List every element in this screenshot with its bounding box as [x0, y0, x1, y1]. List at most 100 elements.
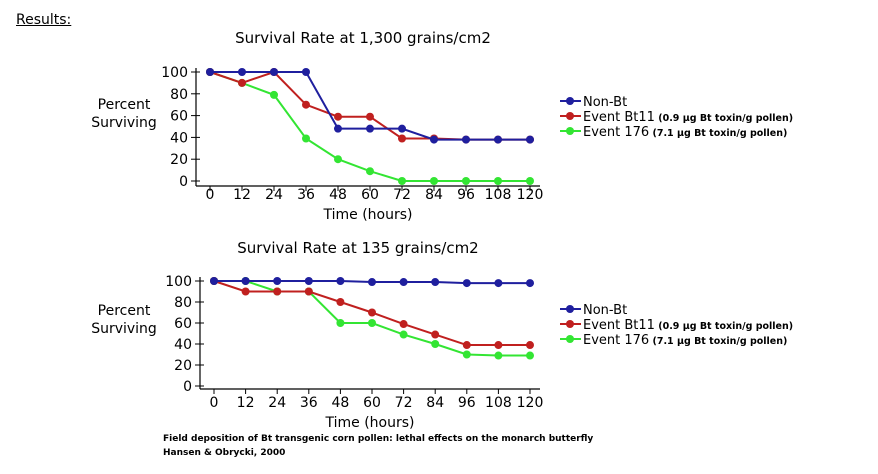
x-tick-label: 0 — [206, 187, 215, 203]
data-point-non-bt — [336, 277, 345, 285]
legend-marker-event-bt11 — [566, 112, 574, 120]
data-point-non-bt — [494, 135, 502, 144]
data-point-event-176 — [494, 351, 503, 360]
legend-marker-event-176 — [566, 127, 574, 135]
data-point-event-bt11 — [399, 320, 408, 329]
data-point-non-bt — [398, 124, 406, 133]
y-tick-label: 0 — [183, 379, 192, 395]
x-tick-label: 36 — [300, 395, 318, 411]
chart-title: Survival Rate at 135 grains/cm2 — [237, 239, 478, 257]
citation-authors: Hansen & Obrycki, 2000 — [163, 448, 286, 458]
data-point-event-176 — [526, 351, 534, 360]
data-point-event-176 — [366, 167, 374, 176]
x-tick-label: 60 — [361, 187, 379, 203]
y-tick-label: 20 — [174, 358, 192, 374]
results-heading: Results: — [16, 12, 72, 28]
data-point-event-bt11 — [304, 287, 313, 296]
x-tick-label: 72 — [395, 395, 413, 411]
data-point-non-bt — [462, 135, 470, 144]
data-point-event-176 — [462, 350, 471, 359]
x-tick-label: 108 — [485, 187, 512, 203]
y-axis-label: Percent Surviving — [91, 97, 157, 131]
x-tick-label: 72 — [393, 187, 411, 203]
x-tick-label: 48 — [331, 395, 349, 411]
x-tick-label: 120 — [517, 187, 544, 203]
data-point-non-bt — [334, 124, 342, 133]
legend-label-non-bt: Non-Bt — [583, 95, 627, 110]
chart-title: Survival Rate at 1,300 grains/cm2 — [235, 29, 491, 47]
data-point-event-176 — [334, 155, 342, 164]
legend-marker-non-bt — [566, 97, 574, 105]
legend-marker-event-176 — [566, 335, 574, 343]
data-point-event-176 — [270, 90, 278, 99]
data-point-event-176 — [431, 340, 440, 348]
data-point-event-176 — [368, 319, 376, 327]
data-point-event-bt11 — [241, 287, 250, 296]
x-tick-label: 84 — [425, 187, 443, 203]
data-point-event-bt11 — [302, 100, 310, 109]
x-tick-label: 96 — [457, 187, 475, 203]
data-point-non-bt — [526, 135, 534, 144]
legend-marker-event-bt11 — [566, 320, 574, 328]
y-tick-label: 100 — [165, 274, 192, 290]
y-tick-label: 100 — [161, 65, 188, 81]
data-point-non-bt — [399, 278, 408, 287]
data-point-event-176 — [462, 177, 470, 185]
data-point-non-bt — [368, 278, 376, 287]
x-axis-label: Time (hours) — [323, 207, 413, 223]
data-point-non-bt — [210, 277, 218, 285]
y-tick-label: 40 — [170, 130, 188, 146]
y-axis-label: Percent Surviving — [91, 303, 157, 337]
data-point-event-bt11 — [334, 112, 342, 121]
legend-label-event-176: Event 176 (7.1 µg Bt toxin/g pollen) — [583, 333, 787, 348]
data-point-event-bt11 — [526, 341, 534, 350]
y-tick-label: 80 — [170, 87, 188, 103]
legend-label-non-bt: Non-Bt — [583, 303, 627, 318]
y-tick-label: 0 — [179, 174, 188, 190]
legend-marker-non-bt — [566, 305, 574, 313]
data-point-non-bt — [366, 124, 374, 133]
data-point-non-bt — [431, 278, 440, 287]
data-point-non-bt — [270, 68, 278, 76]
x-tick-label: 48 — [329, 187, 347, 203]
data-point-event-176 — [399, 330, 408, 339]
data-point-non-bt — [494, 279, 503, 288]
legend-label-event-bt11: Event Bt11 (0.9 µg Bt toxin/g pollen) — [583, 318, 793, 333]
data-point-non-bt — [462, 279, 471, 288]
data-point-event-bt11 — [494, 341, 503, 350]
x-axis-label: Time (hours) — [325, 415, 415, 431]
x-tick-label: 108 — [485, 395, 512, 411]
data-point-event-bt11 — [431, 330, 440, 339]
citation-title: Field deposition of Bt transgenic corn p… — [163, 434, 594, 444]
data-point-non-bt — [206, 68, 214, 76]
x-tick-label: 12 — [233, 187, 251, 203]
y-tick-label: 40 — [174, 337, 192, 353]
y-tick-label: 60 — [170, 109, 188, 125]
data-point-event-bt11 — [462, 341, 471, 350]
data-point-event-176 — [430, 177, 438, 185]
data-point-non-bt — [526, 279, 534, 288]
x-tick-label: 60 — [363, 395, 381, 411]
x-tick-label: 24 — [265, 187, 283, 203]
x-tick-label: 0 — [210, 395, 219, 411]
x-tick-label: 36 — [297, 187, 315, 203]
data-point-event-176 — [398, 177, 406, 185]
legend-label-event-bt11: Event Bt11 (0.9 µg Bt toxin/g pollen) — [583, 110, 793, 125]
data-point-event-bt11 — [336, 298, 345, 306]
data-point-event-bt11 — [238, 78, 246, 87]
y-tick-label: 20 — [170, 152, 188, 168]
data-point-non-bt — [273, 277, 282, 285]
x-tick-label: 12 — [237, 395, 255, 411]
y-tick-label: 80 — [174, 295, 192, 311]
data-point-non-bt — [304, 277, 313, 285]
data-point-non-bt — [238, 68, 246, 76]
x-tick-label: 84 — [426, 395, 444, 411]
data-point-event-176 — [494, 177, 502, 185]
data-point-non-bt — [302, 68, 310, 76]
legend-label-event-176: Event 176 (7.1 µg Bt toxin/g pollen) — [583, 125, 787, 140]
data-point-non-bt — [430, 135, 438, 144]
data-point-event-176 — [526, 177, 534, 185]
y-tick-label: 60 — [174, 316, 192, 332]
data-point-event-176 — [302, 134, 310, 143]
